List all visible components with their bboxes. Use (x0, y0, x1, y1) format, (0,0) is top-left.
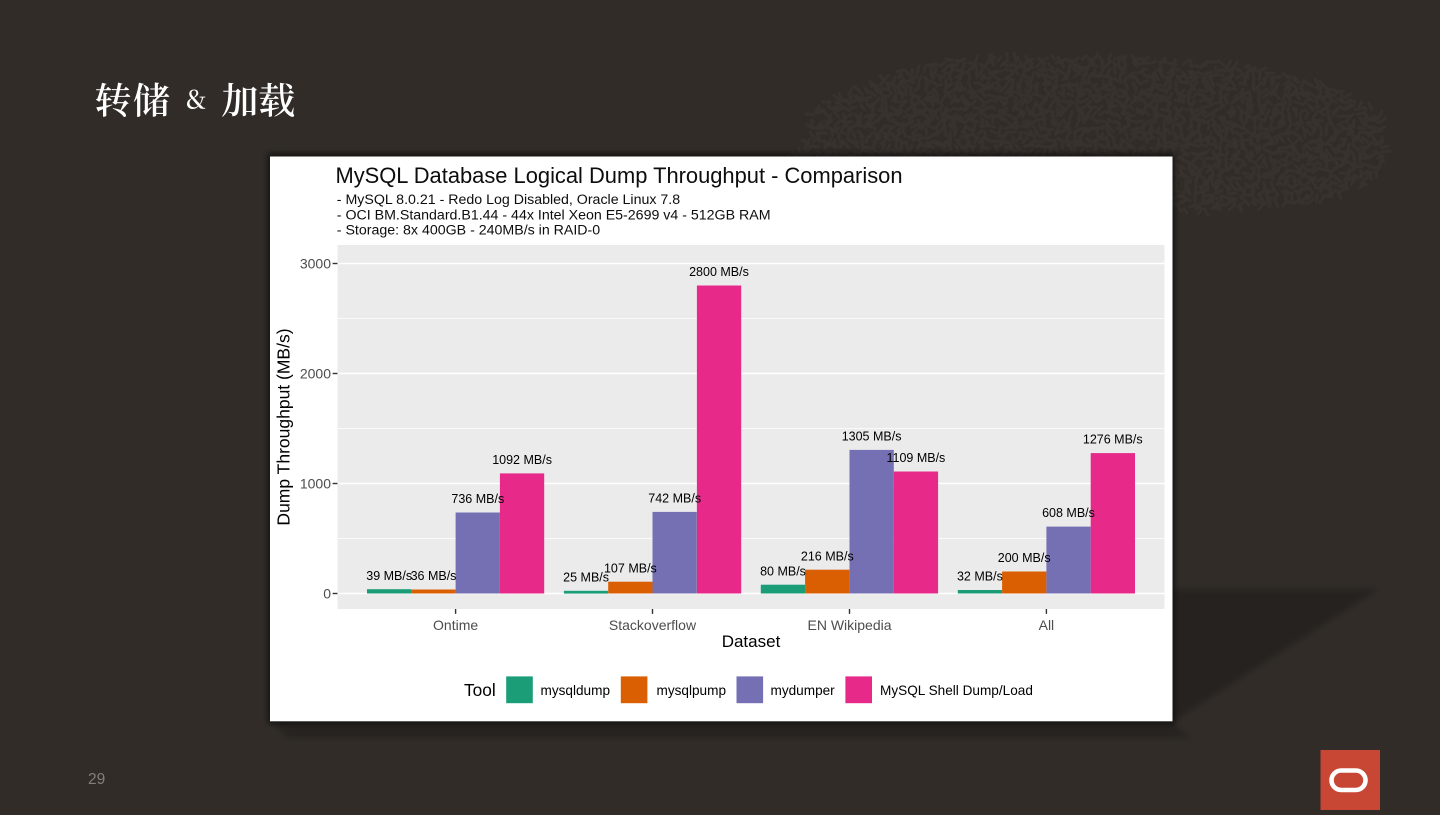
svg-text:mydumper: mydumper (771, 683, 836, 698)
svg-text:- OCI BM.Standard.B1.44 - 44x: - OCI BM.Standard.B1.44 - 44x Intel Xeon… (337, 207, 771, 223)
svg-text:1305 MB/s: 1305 MB/s (842, 430, 902, 444)
svg-text:- MySQL 8.0.21 - Redo Log Disa: - MySQL 8.0.21 - Redo Log Disabled, Orac… (337, 192, 680, 208)
svg-text:- Storage: 8x 400GB - 240MB/s: - Storage: 8x 400GB - 240MB/s in RAID-0 (337, 222, 600, 238)
svg-text:mysqldump: mysqldump (541, 683, 611, 698)
svg-text:1276 MB/s: 1276 MB/s (1083, 433, 1143, 447)
svg-text:1092 MB/s: 1092 MB/s (492, 453, 552, 467)
svg-text:29: 29 (88, 771, 105, 788)
svg-text:MySQL Shell Dump/Load: MySQL Shell Dump/Load (880, 683, 1033, 698)
svg-text:2800 MB/s: 2800 MB/s (689, 265, 749, 279)
svg-text:0: 0 (323, 586, 331, 602)
svg-text:3000: 3000 (300, 256, 331, 272)
svg-text:736 MB/s: 736 MB/s (451, 492, 504, 506)
svg-text:107 MB/s: 107 MB/s (604, 561, 657, 575)
svg-text:Ontime: Ontime (433, 617, 478, 633)
svg-text:200 MB/s: 200 MB/s (998, 551, 1051, 565)
svg-text:EN Wikipedia: EN Wikipedia (807, 617, 891, 633)
svg-text:25 MB/s: 25 MB/s (563, 570, 609, 584)
svg-text:mysqlpump: mysqlpump (657, 683, 727, 698)
svg-text:1109 MB/s: 1109 MB/s (886, 451, 945, 465)
svg-text:All: All (1039, 617, 1055, 633)
svg-text:39 MB/s: 39 MB/s (366, 569, 412, 583)
svg-text:2000: 2000 (300, 366, 331, 382)
svg-text:216 MB/s: 216 MB/s (801, 549, 854, 563)
svg-text:742 MB/s: 742 MB/s (648, 492, 701, 506)
svg-text:36 MB/s: 36 MB/s (411, 569, 457, 583)
svg-text:Dataset: Dataset (722, 632, 781, 651)
svg-text:Stackoverflow: Stackoverflow (609, 617, 697, 633)
svg-text:80 MB/s: 80 MB/s (760, 564, 806, 578)
svg-text:MySQL Database Logical Dump Th: MySQL Database Logical Dump Throughput -… (336, 163, 903, 188)
svg-text:Dump Throughput (MB/s): Dump Throughput (MB/s) (273, 328, 293, 525)
svg-text:32 MB/s: 32 MB/s (957, 570, 1003, 584)
svg-text:Tool: Tool (464, 680, 496, 700)
svg-text:608 MB/s: 608 MB/s (1042, 506, 1095, 520)
svg-text:1000: 1000 (300, 476, 331, 492)
